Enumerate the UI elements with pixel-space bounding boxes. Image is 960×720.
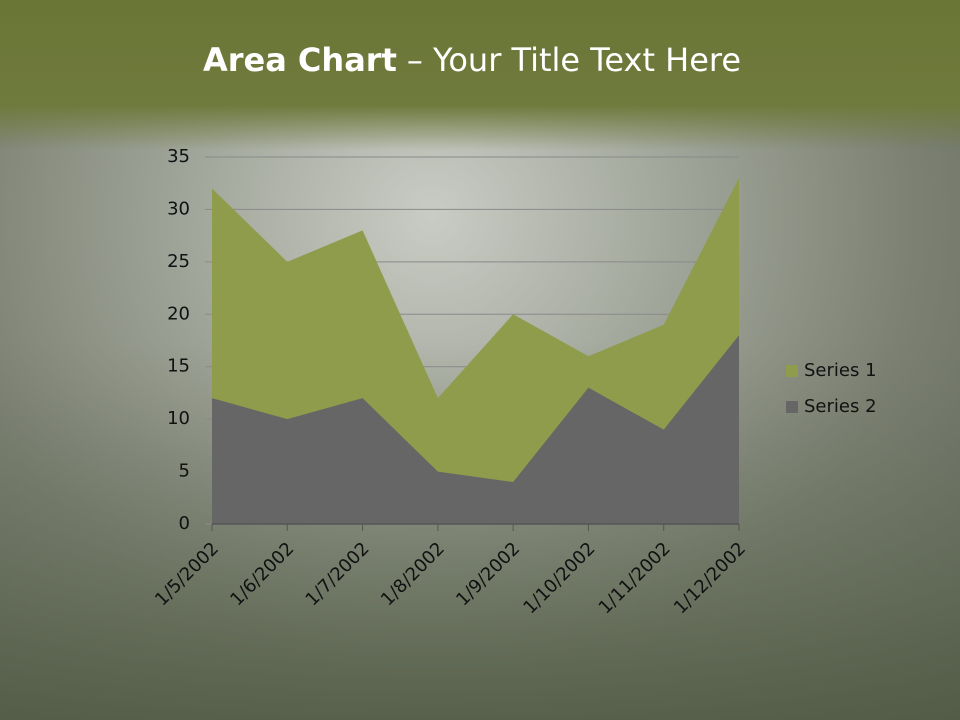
y-tick-label: 15: [167, 356, 190, 377]
title-bold: Area Chart: [203, 41, 397, 79]
title-band: [0, 0, 960, 150]
slide-title: Area Chart – Your Title Text Here: [203, 41, 741, 79]
y-tick-label: 10: [167, 408, 190, 429]
y-tick-label: 35: [167, 146, 190, 167]
y-tick-label: 30: [167, 198, 190, 219]
legend-swatch: [786, 365, 798, 377]
y-tick-label: 0: [179, 513, 190, 534]
legend-label: Series 2: [804, 396, 877, 417]
title-rest: – Your Title Text Here: [407, 41, 741, 79]
legend-swatch: [786, 401, 798, 413]
y-tick-label: 20: [167, 303, 190, 324]
y-tick-label: 25: [167, 251, 190, 272]
area: [212, 335, 739, 524]
y-tick-label: 5: [179, 461, 190, 482]
legend-label: Series 1: [804, 360, 877, 381]
